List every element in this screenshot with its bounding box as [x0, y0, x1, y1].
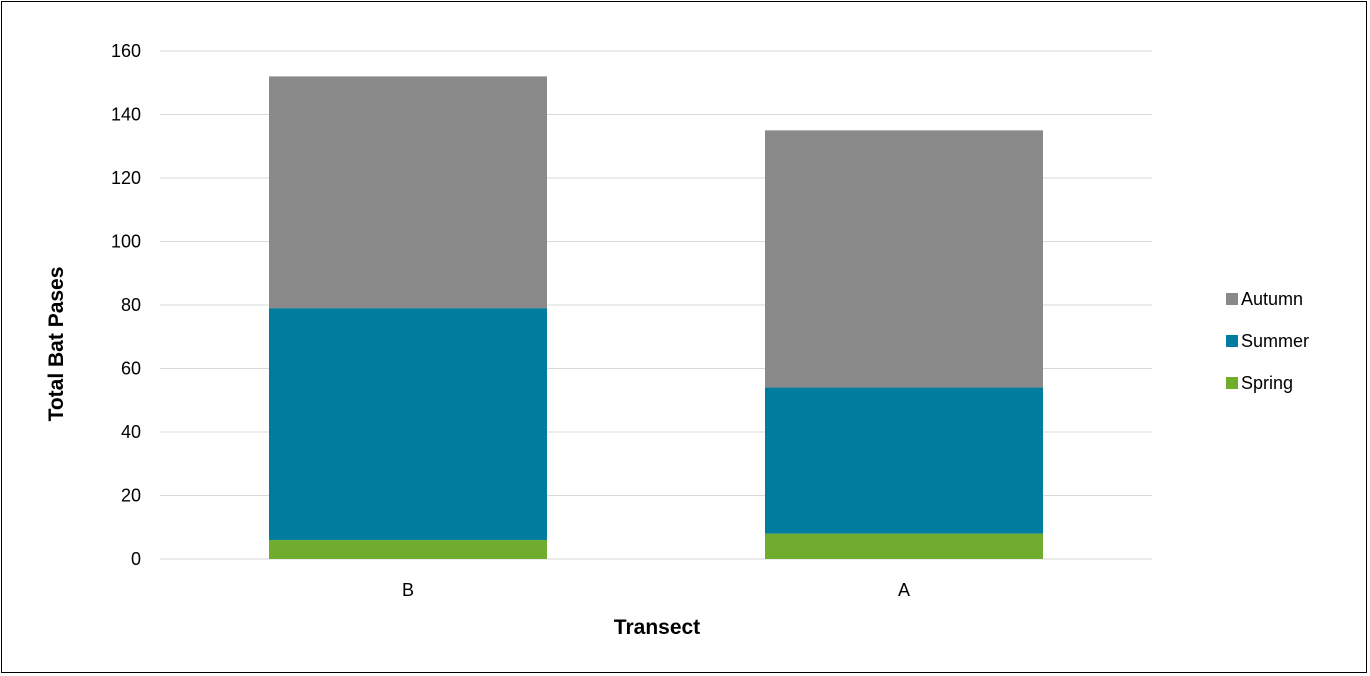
legend-label-summer: Summer	[1241, 331, 1309, 351]
bar-spring-b	[269, 539, 547, 559]
y-tick-label: 100	[111, 232, 141, 252]
bar-spring-a	[765, 533, 1043, 559]
bars	[269, 76, 1043, 559]
x-axis-title: Transect	[614, 616, 700, 639]
legend-label-spring: Spring	[1241, 373, 1293, 393]
y-tick-labels: 0 20 40 60 80 100 120 140 160	[111, 41, 141, 569]
y-tick-label: 160	[111, 41, 141, 61]
bar-summer-b	[269, 308, 547, 540]
legend: Autumn Summer Spring	[1226, 289, 1309, 393]
x-tick-label: A	[898, 580, 910, 600]
bar-summer-a	[765, 387, 1043, 534]
y-axis-title: Total Bat Pases	[45, 267, 68, 422]
y-tick-label: 120	[111, 168, 141, 188]
legend-swatch-spring	[1226, 377, 1238, 389]
y-tick-label: 80	[121, 295, 141, 315]
y-tick-label: 140	[111, 105, 141, 125]
bar-autumn-b	[269, 76, 547, 309]
legend-label-autumn: Autumn	[1241, 289, 1303, 309]
y-tick-label: 60	[121, 359, 141, 379]
bar-autumn-a	[765, 130, 1043, 388]
legend-swatch-autumn	[1226, 293, 1238, 305]
y-tick-label: 0	[131, 549, 141, 569]
x-tick-label: B	[402, 580, 414, 600]
legend-swatch-summer	[1226, 335, 1238, 347]
y-tick-label: 40	[121, 422, 141, 442]
y-tick-label: 20	[121, 486, 141, 506]
